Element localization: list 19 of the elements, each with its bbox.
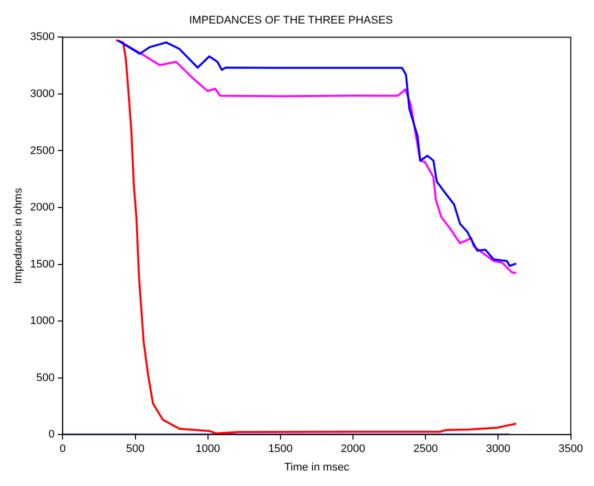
- x-tick-label: 2500: [413, 443, 438, 456]
- y-tick-label: 3500: [30, 31, 55, 44]
- y-tick-label: 2000: [30, 202, 55, 214]
- y-tick-label: 0: [48, 428, 55, 441]
- x-tick-label: 1000: [196, 443, 220, 456]
- x-tick-label: 500: [126, 443, 144, 456]
- y-tick-label: 3000: [30, 88, 55, 100]
- x-tick-label: 0: [60, 443, 66, 456]
- x-tick-label: 3500: [558, 443, 584, 456]
- chart-title: IMPEDANCES OF THE THREE PHASES: [189, 14, 393, 27]
- x-tick-label: 3000: [486, 443, 510, 456]
- y-tick-label: 2500: [30, 144, 55, 157]
- y-tick-label: 1500: [30, 258, 55, 270]
- y-tick-label: 500: [36, 372, 55, 384]
- y-axis-title: Impedance in ohms: [12, 187, 25, 284]
- x-axis-title: Time in msec: [284, 461, 350, 474]
- x-tick-label: 1500: [268, 443, 293, 456]
- y-tick-label: 1000: [30, 315, 55, 328]
- x-tick-label: 2000: [340, 443, 366, 456]
